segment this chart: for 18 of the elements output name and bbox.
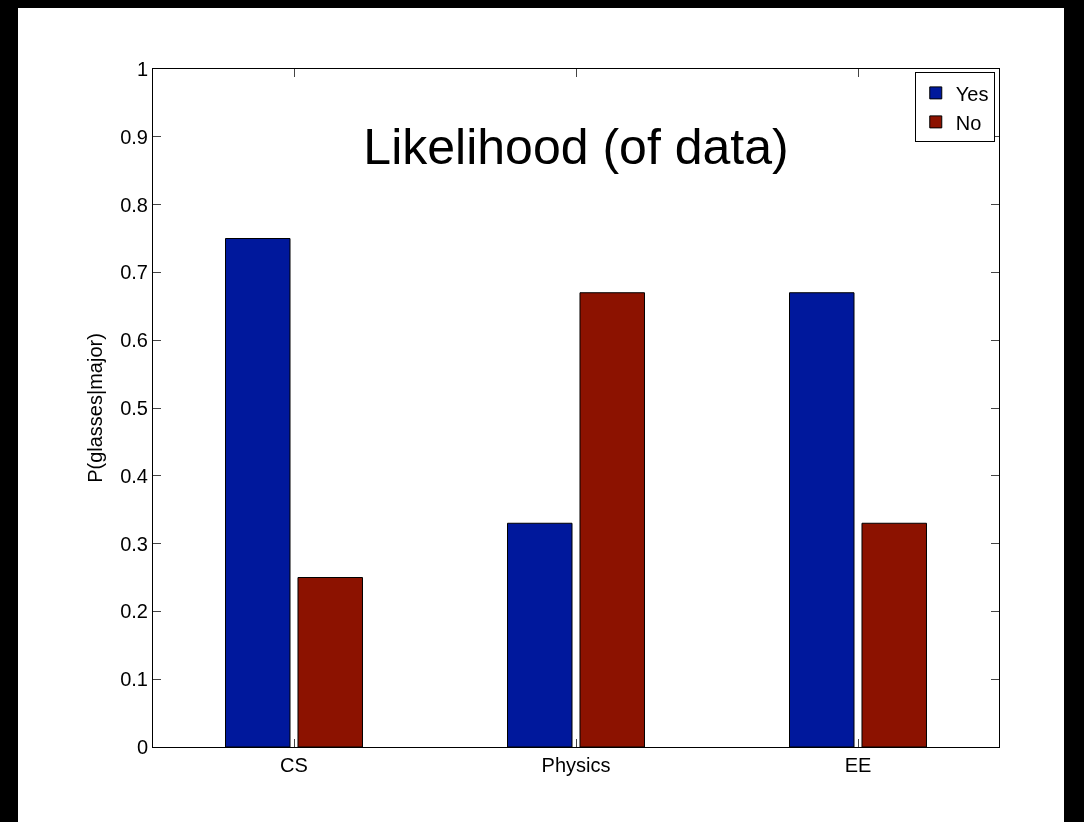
y-tick-label: 0.8 [120,193,148,216]
y-tick-label: 0.7 [120,261,148,284]
text: Likelihood (of data) [363,118,789,175]
legend-label: No [955,111,982,134]
legend-label: Yes [955,82,989,105]
y-tick-label: 0.9 [120,125,148,148]
y-tick-label: 1 [136,58,148,80]
y-tick-label: 0.2 [120,600,148,623]
y-tick-label: 0.6 [120,329,148,352]
y-tick-label: 0 [136,736,148,758]
y-tick-label: 0.3 [120,532,148,555]
y-axis-title: P(glasses|major) [83,333,106,483]
y-tick-label: 0.1 [120,668,148,691]
x-tick-label: CS [280,754,308,776]
y-tick-label: 0.4 [120,464,148,487]
x-tick-label: EE [844,754,872,776]
y-tick-label: 0.5 [120,397,148,419]
x-tick-label: Physics [541,754,611,776]
